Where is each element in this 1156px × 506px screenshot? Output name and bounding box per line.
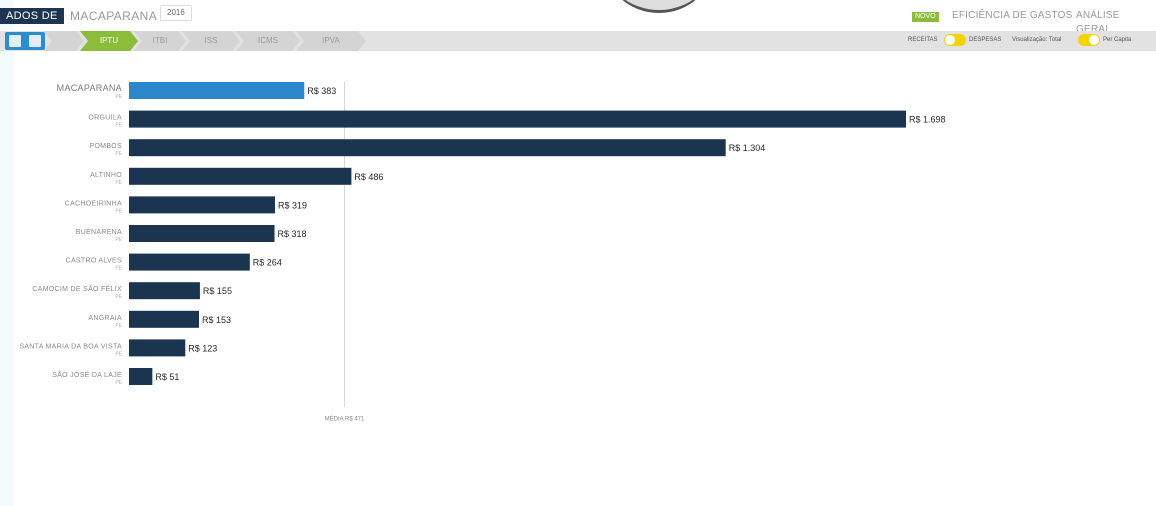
linkedin-icon[interactable] bbox=[29, 35, 41, 47]
nav-analise-geral[interactable]: ANÁLISE GERAL bbox=[1076, 10, 1120, 35]
tab-icms[interactable]: ICMS bbox=[236, 31, 300, 51]
category-label-1: ORGUILA bbox=[88, 115, 122, 122]
new-badge: NOVO bbox=[912, 12, 939, 22]
category-sublabel-4: PE bbox=[115, 208, 122, 214]
value-label-10: R$ 51 bbox=[155, 372, 179, 382]
city-name: MACAPARANA bbox=[70, 9, 158, 23]
category-label-5: BUENARENA bbox=[76, 229, 122, 236]
value-label-8: R$ 153 bbox=[202, 315, 231, 325]
per-capita-toggle[interactable] bbox=[1078, 34, 1100, 46]
category-label-10: SÃO JOSÉ DA LAJE bbox=[52, 370, 122, 379]
tab-iptu[interactable]: IPTU bbox=[80, 31, 138, 51]
tab-ipva[interactable]: IPVA bbox=[296, 31, 366, 51]
value-label-3: R$ 486 bbox=[354, 172, 383, 182]
category-sublabel-0: PE bbox=[115, 94, 122, 100]
bar-2 bbox=[129, 139, 726, 157]
value-label-2: R$ 1.304 bbox=[729, 143, 766, 153]
category-label-6: CASTRO ALVES bbox=[66, 258, 122, 265]
category-sublabel-2: PE bbox=[115, 151, 122, 157]
receitas-label: RECEITAS bbox=[908, 37, 938, 43]
year-selector[interactable]: 2016 bbox=[160, 5, 192, 21]
category-label-0: MACAPARANA bbox=[57, 83, 122, 93]
value-label-1: R$ 1.698 bbox=[909, 115, 946, 125]
bar-10 bbox=[129, 368, 153, 385]
bar-3 bbox=[129, 167, 352, 185]
visualizacao-label: Visualização: Total bbox=[1012, 37, 1062, 43]
despesas-label: DESPESAS bbox=[969, 37, 1002, 43]
nav-eficiencia[interactable]: EFICIÊNCIA DE GASTOS bbox=[952, 10, 1073, 21]
category-sublabel-9: PE bbox=[115, 351, 122, 357]
header: ADOS DE MACAPARANA 2016 NOVO EFICIÊNCIA … bbox=[0, 0, 1156, 35]
category-sublabel-7: PE bbox=[115, 294, 122, 300]
tab-itbi[interactable]: ITBI bbox=[134, 31, 186, 51]
value-label-4: R$ 319 bbox=[278, 200, 307, 210]
watermark-stripe bbox=[0, 0, 14, 506]
bar-9 bbox=[129, 339, 186, 357]
category-label-8: ANGRAIA bbox=[88, 315, 122, 322]
bar-6 bbox=[129, 253, 250, 271]
category-sublabel-10: PE bbox=[115, 380, 122, 386]
category-sublabel-8: PE bbox=[115, 323, 122, 329]
value-label-7: R$ 155 bbox=[203, 286, 232, 296]
brand-label: ADOS DE bbox=[0, 8, 64, 24]
indicator-blank bbox=[44, 31, 84, 51]
category-label-3: ALTINHO bbox=[90, 172, 122, 179]
category-sublabel-1: PE bbox=[115, 123, 122, 129]
receitas-despesas-toggle[interactable] bbox=[944, 34, 966, 46]
category-sublabel-6: PE bbox=[115, 266, 122, 272]
bar-1 bbox=[129, 110, 906, 128]
bar-7 bbox=[129, 282, 200, 300]
value-label-9: R$ 123 bbox=[188, 343, 217, 353]
value-label-5: R$ 318 bbox=[278, 229, 307, 239]
category-label-2: POMBOS bbox=[89, 143, 122, 150]
bar-4 bbox=[129, 196, 275, 214]
category-sublabel-5: PE bbox=[115, 237, 122, 243]
category-label-7: CAMOCIM DE SÃO FÉLIX bbox=[32, 284, 122, 293]
bar-5 bbox=[129, 225, 275, 242]
value-label-6: R$ 264 bbox=[253, 258, 282, 268]
value-label-0: R$ 383 bbox=[307, 86, 336, 96]
twitter-icon[interactable] bbox=[9, 35, 21, 47]
category-label-4: CACHOEIRINHA bbox=[65, 200, 122, 207]
average-label: MÉDIA R$ 471 bbox=[325, 416, 365, 423]
category-label-9: SANTA MARIA DA BOA VISTA bbox=[19, 343, 122, 350]
bar-0 bbox=[129, 82, 305, 99]
tab-iss[interactable]: ISS bbox=[182, 31, 240, 51]
category-sublabel-3: PE bbox=[115, 180, 122, 186]
per-capita-label: Per Capita bbox=[1103, 37, 1132, 43]
share-buttons[interactable] bbox=[5, 32, 45, 50]
bar-8 bbox=[129, 310, 200, 328]
